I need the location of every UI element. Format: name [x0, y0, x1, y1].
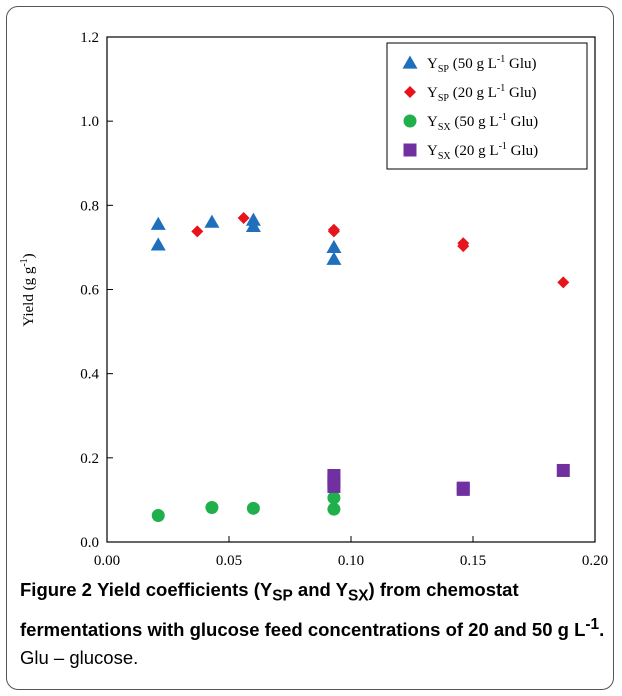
x-tick-label: 0.15 — [460, 553, 486, 569]
caption-title-part2: and Y — [292, 579, 348, 600]
figure-caption: Figure 2 Yield coefficients (YSP and YSX… — [20, 576, 605, 672]
data-point-triangle — [150, 237, 166, 251]
legend-marker-diamond — [404, 86, 416, 98]
legend-label: YSX (50 g L-1 Glu) — [427, 112, 538, 133]
caption-note: Glu – glucose. — [20, 646, 139, 668]
data-point-square — [327, 479, 341, 493]
data-point-triangle — [204, 214, 220, 228]
y-tick-label: 0.6 — [80, 283, 99, 299]
data-point-circle — [327, 502, 341, 516]
data-point-circle — [205, 500, 219, 514]
data-point-triangle — [326, 251, 342, 265]
data-point-diamond — [557, 276, 570, 289]
x-tick-label: 0.10 — [338, 553, 364, 569]
y-tick-label: 0.8 — [80, 198, 99, 214]
legend-marker-square — [403, 143, 417, 157]
y-axis-ticks: 0.0 0.2 0.4 0.6 0.8 1.0 1.2 — [80, 30, 113, 551]
caption-sup: -1 — [585, 615, 600, 633]
caption-sub-sp: SP — [272, 587, 293, 605]
legend: YSP (50 g L-1 Glu) YSP (20 g L-1 Glu) YSX … — [386, 42, 588, 170]
data-point-circle — [151, 508, 165, 522]
data-point-circle — [327, 491, 341, 505]
data-point-triangle — [150, 216, 166, 230]
x-axis-ticks: 0.00 0.05 0.10 0.15 0.20 — [94, 536, 608, 569]
legend-label: YSX (20 g L-1 Glu) — [427, 141, 538, 162]
y-tick-label: 0.4 — [80, 367, 99, 383]
legend-marker-triangle — [402, 55, 418, 69]
caption-title-part1: Yield coefficients (Y — [97, 579, 273, 600]
data-point-diamond — [327, 225, 340, 238]
legend-box — [386, 42, 588, 170]
scatter-chart: 0.00.20.40.60.81.01.2 0.00 0.05 0.10 0.15 0.… — [19, 30, 608, 569]
x-tick-label: 0.20 — [582, 553, 608, 569]
y-tick-label: 0.0 — [80, 535, 99, 551]
legend-label: YSP (50 g L-1 Glu) — [427, 54, 536, 75]
caption-title-part3: ) from chemostat fermentations with gluc… — [20, 579, 586, 640]
x-tick-label: 0.05 — [216, 553, 242, 569]
data-point-square — [456, 482, 470, 496]
y-tick-label: 0.2 — [80, 451, 99, 467]
data-point-diamond — [237, 211, 250, 224]
data-point-diamond — [191, 225, 204, 238]
data-point-circle — [246, 501, 260, 515]
data-point-triangle — [326, 239, 342, 254]
data-point-square — [556, 463, 570, 477]
caption-sub-sx: SX — [347, 587, 369, 605]
x-tick-label: 0.00 — [94, 553, 120, 569]
y-tick-label: 1.2 — [80, 30, 99, 46]
caption-label: Figure 2 — [20, 579, 92, 600]
data-points — [150, 211, 570, 522]
y-axis-label: Yield (g g-1) — [19, 253, 37, 326]
caption-title-end: . — [599, 618, 605, 640]
data-point-diamond — [457, 240, 470, 253]
legend-marker-circle — [403, 114, 417, 128]
legend-label: YSP (20 g L-1 Glu) — [427, 83, 536, 104]
y-tick-label: 1.0 — [80, 114, 99, 130]
data-point-triangle — [245, 218, 261, 232]
